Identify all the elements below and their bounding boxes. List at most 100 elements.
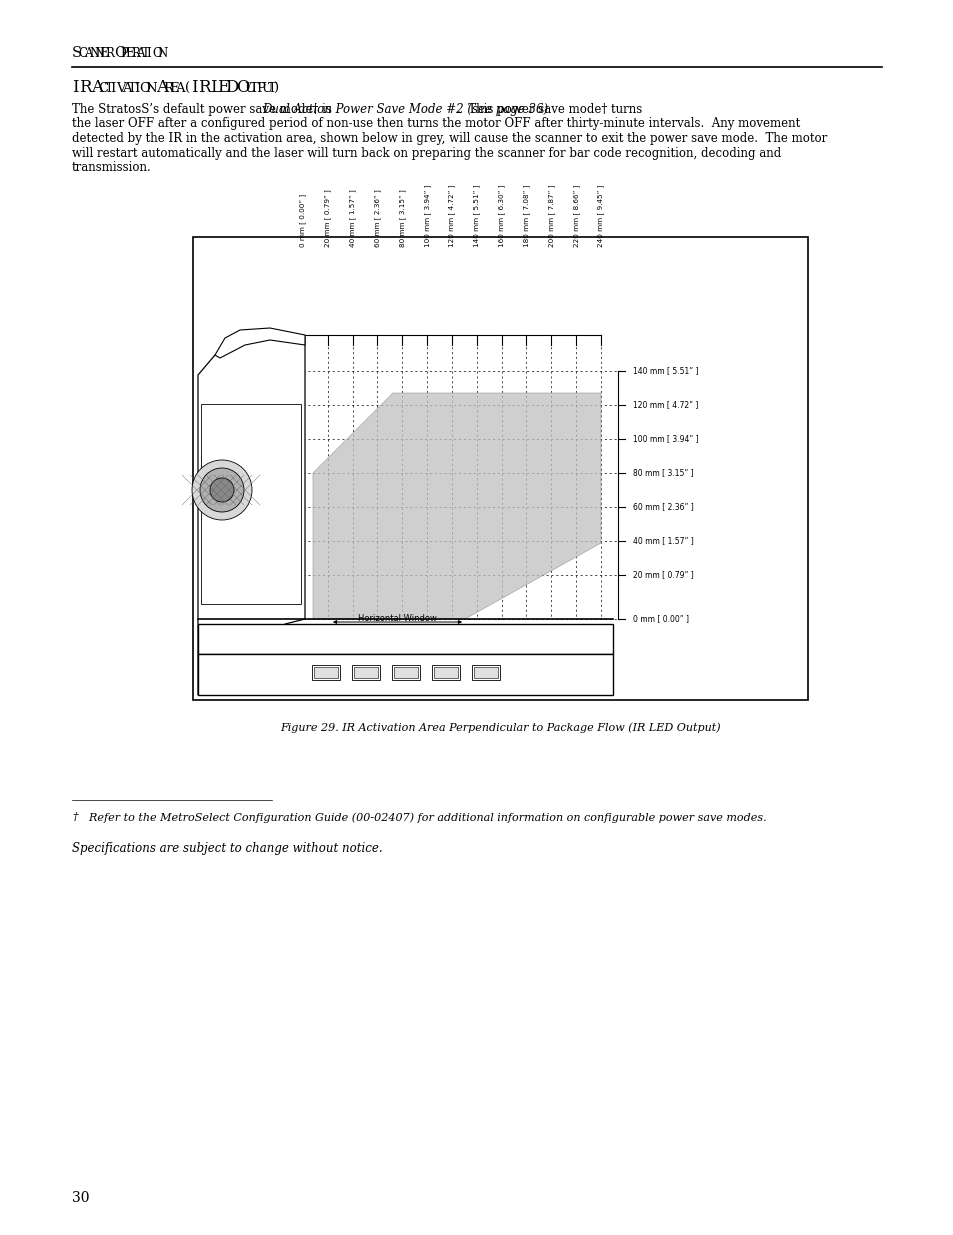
Bar [312, 664, 339, 680]
Text: T: T [128, 82, 136, 95]
Text: 200 mm [ 7.87” ]: 200 mm [ 7.87” ] [547, 184, 554, 247]
Text: N: N [146, 82, 157, 95]
Text: R: R [79, 79, 91, 96]
Text: O: O [113, 46, 126, 61]
Text: 40 mm [ 1.57” ]: 40 mm [ 1.57” ] [349, 189, 355, 247]
Text: N: N [94, 47, 105, 61]
Text: 20 mm [ 0.79” ]: 20 mm [ 0.79” ] [324, 189, 331, 247]
Text: transmission.: transmission. [71, 161, 152, 174]
Text: 100 mm [ 3.94” ]: 100 mm [ 3.94” ] [633, 435, 698, 443]
Text: Specifications are subject to change without notice.: Specifications are subject to change wit… [71, 842, 382, 855]
Text: V: V [116, 82, 126, 95]
Text: Figure 29. IR Activation Area Perpendicular to Package Flow (IR LED Output): Figure 29. IR Activation Area Perpendicu… [280, 722, 720, 732]
Text: A: A [155, 79, 168, 96]
Text: A: A [91, 79, 103, 96]
Text: ): ) [274, 82, 278, 95]
Polygon shape [214, 329, 305, 358]
Text: D: D [225, 79, 238, 96]
Text: E: E [99, 47, 108, 61]
Text: 160 mm [ 6.30” ]: 160 mm [ 6.30” ] [497, 184, 504, 247]
Text: C: C [78, 47, 88, 61]
Text: O: O [152, 47, 161, 61]
Polygon shape [313, 393, 600, 619]
Text: T: T [104, 82, 113, 95]
Text: 80 mm [ 3.15” ]: 80 mm [ 3.15” ] [633, 468, 693, 478]
Text: 0 mm [ 0.00” ]: 0 mm [ 0.00” ] [299, 194, 306, 247]
Text: E: E [169, 82, 178, 95]
Text: detected by the IR in the activation area, shown below in grey, will cause the s: detected by the IR in the activation are… [71, 132, 826, 144]
Text: T: T [250, 82, 258, 95]
FancyArrowPatch shape [334, 621, 460, 624]
Text: A: A [122, 82, 132, 95]
Text: I: I [111, 82, 115, 95]
Text: 180 mm [ 7.08” ]: 180 mm [ 7.08” ] [522, 184, 529, 247]
Text: 100 mm [ 3.94” ]: 100 mm [ 3.94” ] [423, 184, 430, 247]
Text: R: R [131, 47, 139, 61]
Text: I: I [147, 47, 152, 61]
Text: 120 mm [ 4.72” ]: 120 mm [ 4.72” ] [633, 400, 698, 410]
Text: U: U [244, 82, 255, 95]
Circle shape [210, 478, 233, 501]
Text: C: C [98, 82, 109, 95]
Bar [201, 404, 301, 604]
Text: 60 mm [ 2.36” ]: 60 mm [ 2.36” ] [374, 189, 380, 247]
Text: R: R [198, 79, 211, 96]
Text: A: A [84, 47, 92, 61]
Text: The StratosS’s default power save mode† is: The StratosS’s default power save mode† … [71, 103, 335, 116]
Text: I: I [71, 79, 78, 96]
Text: .  This power save mode† turns: . This power save mode† turns [456, 103, 641, 116]
Text: Horizontal Window: Horizontal Window [357, 614, 436, 622]
Text: †: † [71, 811, 77, 823]
Text: Refer to the MetroSelect Configuration Guide (00-02407) for additional informati: Refer to the MetroSelect Configuration G… [82, 811, 766, 823]
Bar [354, 667, 377, 678]
Bar [392, 664, 419, 680]
Bar [434, 667, 457, 678]
Text: E: E [217, 79, 230, 96]
Text: I: I [191, 79, 197, 96]
Text: (: ( [185, 82, 190, 95]
Text: 140 mm [ 5.51” ]: 140 mm [ 5.51” ] [473, 184, 479, 247]
Circle shape [192, 459, 252, 520]
Bar [432, 664, 459, 680]
Bar [193, 237, 807, 700]
Text: A: A [136, 47, 145, 61]
Polygon shape [198, 337, 305, 695]
Bar [314, 667, 337, 678]
Text: T: T [141, 47, 149, 61]
Text: 60 mm [ 2.36” ]: 60 mm [ 2.36” ] [633, 503, 693, 511]
Text: 30: 30 [71, 1191, 90, 1205]
Text: P: P [255, 82, 265, 95]
Text: R: R [163, 82, 173, 95]
Text: will restart automatically and the laser will turn back on preparing the scanner: will restart automatically and the laser… [71, 147, 781, 159]
Text: 0 mm [ 0.00” ]: 0 mm [ 0.00” ] [633, 615, 688, 624]
Text: O: O [236, 79, 250, 96]
Text: 80 mm [ 3.15” ]: 80 mm [ 3.15” ] [398, 189, 405, 247]
Text: the laser OFF after a configured period of non-use then turns the motor OFF afte: the laser OFF after a configured period … [71, 117, 800, 131]
Text: T: T [267, 82, 276, 95]
Bar [198, 624, 613, 655]
Bar [198, 655, 613, 695]
Text: 220 mm [ 8.66” ]: 220 mm [ 8.66” ] [572, 184, 578, 247]
Text: 40 mm [ 1.57” ]: 40 mm [ 1.57” ] [633, 536, 693, 546]
Circle shape [200, 468, 244, 513]
Text: R: R [105, 47, 113, 61]
Text: 20 mm [ 0.79” ]: 20 mm [ 0.79” ] [633, 571, 693, 579]
Text: O: O [139, 82, 151, 95]
Text: N: N [157, 47, 168, 61]
Text: 240 mm [ 9.45” ]: 240 mm [ 9.45” ] [597, 184, 604, 247]
Text: L: L [210, 79, 221, 96]
Text: S: S [71, 46, 82, 61]
Text: P: P [120, 47, 128, 61]
Text: 120 mm [ 4.72” ]: 120 mm [ 4.72” ] [448, 184, 455, 247]
Text: E: E [126, 47, 134, 61]
Text: Dual Action Power Save Mode #2 (see page 36): Dual Action Power Save Mode #2 (see page… [262, 103, 548, 116]
Text: 140 mm [ 5.51” ]: 140 mm [ 5.51” ] [633, 367, 698, 375]
Text: U: U [261, 82, 273, 95]
Text: I: I [133, 82, 139, 95]
Text: N: N [89, 47, 99, 61]
Text: A: A [174, 82, 184, 95]
Bar [352, 664, 379, 680]
Bar [472, 664, 499, 680]
Bar [394, 667, 417, 678]
Bar [474, 667, 497, 678]
